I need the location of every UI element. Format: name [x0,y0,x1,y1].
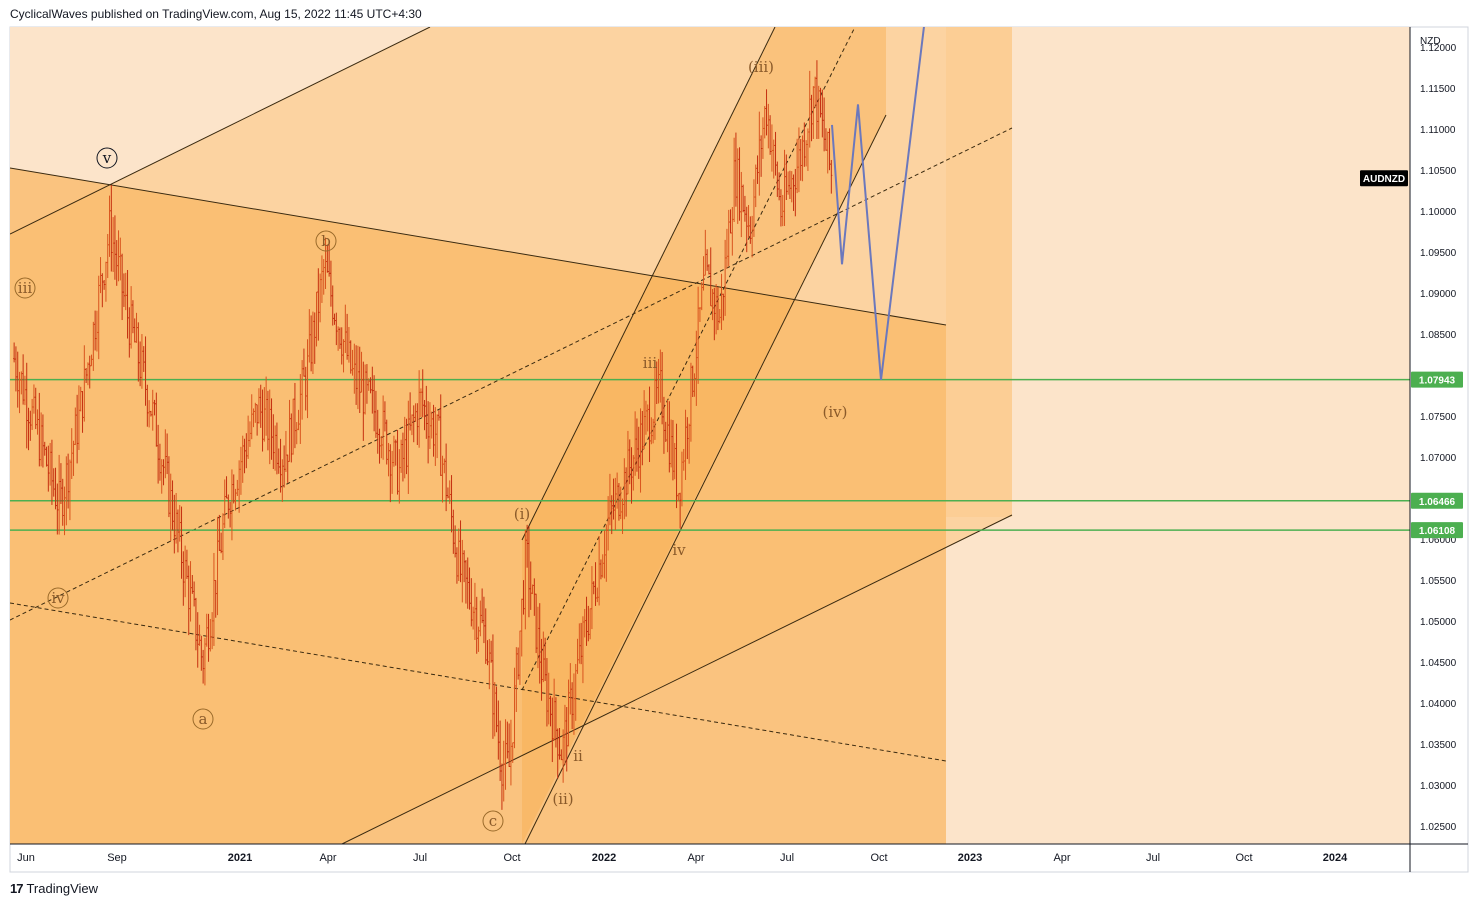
price-level-badge-label: 1.06466 [1419,497,1456,508]
rising-channel-zone [522,27,886,844]
wave-label: iv [51,589,65,607]
y-tick-label: 1.05000 [1420,617,1457,628]
price-level-badge [1411,522,1463,539]
rising-channel-lower [524,114,887,844]
rising-channel-upper [521,27,776,541]
x-tick-label: 2024 [1323,852,1348,864]
y-tick-label: 1.07500 [1420,412,1457,423]
wave-label: v [102,149,112,167]
symbol-badge [1360,170,1408,187]
y-tick-label: 1.10500 [1420,166,1457,177]
y-tick-label: 1.07000 [1420,453,1457,464]
footer-brand[interactable]: 17 TradingView [10,881,98,896]
y-tick-label: 1.04500 [1420,658,1457,669]
y-tick-label: 1.02500 [1420,822,1457,833]
x-tick-label: Oct [1235,852,1252,864]
wave-label-circle [14,277,36,299]
wave-label-circle [192,708,214,730]
wave-label: (ii) [552,790,573,808]
wave-label-circle [47,587,69,609]
dashed-midline-2 [10,602,947,762]
price-level-badge [1411,492,1463,509]
wave-label-circle [482,810,504,832]
price-level-lines [10,378,1410,531]
price-badges: 1.07943 1.06466 1.06108 AUDNZD [1360,170,1463,539]
x-tick-label: Sep [107,852,127,864]
wave-label-circle [96,147,118,169]
y-tick-label: 1.09000 [1420,289,1457,300]
wave-label: (iv) [823,403,848,421]
y-tick-label: 1.11000 [1420,125,1456,136]
wave-label: iv [672,541,686,559]
wave-label: ii [573,747,583,765]
price-level-badge [1411,371,1463,388]
wave-label: (iii) [748,58,774,76]
price-level-badge-label: 1.06108 [1419,526,1456,537]
y-tick-label: 1.10000 [1420,207,1457,218]
price-level-badge-label: 1.07943 [1419,376,1456,387]
x-tick-label: 2021 [228,852,252,864]
wave-label: c [489,812,497,830]
y-tick-label: 1.08500 [1420,330,1457,341]
projection-path [831,27,925,381]
x-tick-label: Oct [870,852,887,864]
x-tick-label: 2023 [958,852,982,864]
wave-labels: v iii b iv a c (i) (ii) (iii) (iv) iii iv ii [14,58,848,832]
wave-label: a [199,710,208,728]
x-tick-label: Oct [503,852,520,864]
y-tick-label: 1.04000 [1420,699,1457,710]
y-tick-label: 1.12000 [1420,43,1457,54]
wave-label: iii [643,354,658,372]
dashed-midline-3 [521,27,856,691]
wave-label: (i) [514,505,531,523]
publish-info: CyclicalWaves published on TradingView.c… [10,7,422,21]
x-tick-label: Apr [687,852,704,864]
plot-area: v iii b iv a c (i) (ii) (iii) (iv) iii iv ii [10,27,1410,844]
y-tick-label: 1.06000 [1420,535,1457,546]
y-tick-label: 1.09500 [1420,248,1457,259]
triangle-zone [10,168,946,844]
y-tick-label: 1.03500 [1420,740,1457,751]
x-tick-label: Apr [319,852,336,864]
x-axis: Jun Sep 2021 Apr Jul Oct 2022 Apr Jul Oct 2023 Apr J… [17,852,1348,864]
price-bars [13,60,833,810]
y-tick-label: 1.05500 [1420,576,1457,587]
x-tick-label: Apr [1053,852,1070,864]
wave-label: iii [18,279,33,297]
y-tick-label: 1.11500 [1420,84,1456,95]
tradingview-logo-icon: 17 [10,881,24,896]
x-tick-label: 2022 [592,852,616,864]
currency-label: NZD [1420,36,1441,47]
x-tick-label: Jul [780,852,794,864]
x-tick-label: Jun [17,852,35,864]
triangle-top-line [10,167,947,326]
lower-channel-line [341,514,1013,844]
x-tick-label: Jul [413,852,427,864]
upper-trendline [10,27,431,235]
y-tick-label: 1.03000 [1420,781,1457,792]
symbol-badge-label: AUDNZD [1363,174,1405,185]
wave-label-circle [315,230,337,252]
wave-label: b [321,232,331,250]
x-tick-label: Jul [1146,852,1160,864]
brand-name: TradingView [26,881,99,896]
projection-zone [946,27,1012,517]
